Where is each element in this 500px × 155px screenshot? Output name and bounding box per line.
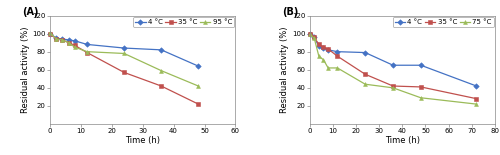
- 4 °C: [325, 49, 331, 51]
- Line: 4 °C: 4 °C: [308, 32, 478, 88]
- 35 °C: [334, 55, 340, 57]
- Line: 35 °C: 35 °C: [48, 32, 201, 106]
- 75 °C: [418, 97, 424, 99]
- 95 °C: [60, 39, 66, 41]
- 35 °C: [311, 36, 317, 38]
- 4 °C: [84, 44, 90, 45]
- 4 °C: [72, 40, 78, 42]
- 35 °C: [362, 73, 368, 75]
- 35 °C: [158, 85, 164, 87]
- Text: (B): (B): [282, 7, 298, 17]
- 4 °C: [362, 52, 368, 53]
- 35 °C: [121, 71, 127, 73]
- 35 °C: [72, 44, 78, 46]
- 4 °C: [158, 49, 164, 51]
- 35 °C: [196, 103, 202, 105]
- 35 °C: [66, 42, 71, 44]
- 35 °C: [390, 85, 396, 87]
- 4 °C: [66, 39, 71, 41]
- 95 °C: [158, 70, 164, 72]
- 35 °C: [84, 52, 90, 53]
- 75 °C: [316, 55, 322, 57]
- 95 °C: [72, 46, 78, 48]
- 35 °C: [306, 33, 312, 35]
- 95 °C: [84, 51, 90, 53]
- 95 °C: [121, 53, 127, 54]
- 4 °C: [53, 37, 59, 39]
- 75 °C: [362, 83, 368, 85]
- 4 °C: [311, 36, 317, 38]
- Line: 75 °C: 75 °C: [308, 33, 478, 106]
- 4 °C: [334, 51, 340, 53]
- 35 °C: [60, 39, 66, 41]
- Text: (A): (A): [22, 7, 38, 17]
- 35 °C: [53, 38, 59, 40]
- 35 °C: [418, 86, 424, 88]
- 4 °C: [306, 33, 312, 35]
- Line: 35 °C: 35 °C: [308, 32, 478, 101]
- 4 °C: [47, 33, 53, 35]
- Line: 95 °C: 95 °C: [48, 31, 201, 88]
- 95 °C: [53, 38, 59, 40]
- Line: 4 °C: 4 °C: [48, 32, 201, 68]
- 95 °C: [196, 85, 202, 87]
- 4 °C: [316, 45, 322, 47]
- 35 °C: [47, 33, 53, 35]
- Legend: 4 °C, 35 °C, 75 °C: 4 °C, 35 °C, 75 °C: [393, 17, 494, 27]
- 95 °C: [47, 32, 53, 34]
- 35 °C: [320, 46, 326, 48]
- 75 °C: [320, 59, 326, 61]
- 4 °C: [196, 65, 202, 67]
- 4 °C: [320, 47, 326, 49]
- 75 °C: [325, 67, 331, 69]
- X-axis label: Time (h): Time (h): [125, 136, 160, 145]
- 35 °C: [474, 98, 480, 100]
- 35 °C: [316, 44, 322, 45]
- Legend: 4 °C, 35 °C, 95 °C: 4 °C, 35 °C, 95 °C: [133, 17, 234, 27]
- Y-axis label: Residual activity (%): Residual activity (%): [20, 27, 30, 113]
- 4 °C: [390, 64, 396, 66]
- 4 °C: [121, 47, 127, 49]
- 75 °C: [334, 67, 340, 69]
- 75 °C: [311, 37, 317, 39]
- 95 °C: [66, 42, 71, 44]
- X-axis label: Time (h): Time (h): [385, 136, 420, 145]
- 4 °C: [474, 85, 480, 87]
- 75 °C: [390, 87, 396, 89]
- 4 °C: [418, 64, 424, 66]
- Y-axis label: Residual activity (%): Residual activity (%): [280, 27, 289, 113]
- 75 °C: [306, 34, 312, 35]
- 35 °C: [325, 48, 331, 50]
- 4 °C: [60, 38, 66, 40]
- 75 °C: [474, 103, 480, 105]
